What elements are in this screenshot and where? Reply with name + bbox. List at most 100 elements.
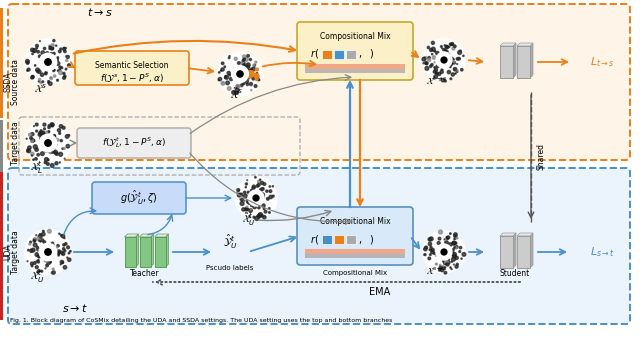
Circle shape	[251, 209, 252, 210]
Circle shape	[449, 46, 450, 48]
Circle shape	[234, 69, 237, 73]
Circle shape	[48, 126, 51, 129]
Circle shape	[247, 69, 250, 72]
Circle shape	[44, 128, 45, 130]
Circle shape	[254, 64, 255, 66]
FancyBboxPatch shape	[305, 64, 405, 69]
Circle shape	[461, 68, 463, 71]
Circle shape	[47, 261, 51, 265]
Circle shape	[48, 82, 49, 83]
Circle shape	[58, 70, 59, 71]
Polygon shape	[154, 234, 168, 237]
Circle shape	[253, 64, 255, 66]
Circle shape	[257, 215, 260, 218]
Circle shape	[429, 48, 433, 52]
Circle shape	[37, 70, 41, 73]
Circle shape	[36, 130, 38, 132]
Circle shape	[60, 124, 63, 128]
Circle shape	[27, 149, 31, 153]
Text: $L_{t \rightarrow s}$: $L_{t \rightarrow s}$	[590, 55, 614, 69]
Circle shape	[454, 247, 455, 248]
Circle shape	[38, 254, 41, 257]
Circle shape	[428, 56, 430, 59]
Circle shape	[37, 249, 39, 251]
Circle shape	[47, 67, 49, 69]
Circle shape	[37, 51, 40, 53]
Circle shape	[257, 202, 259, 203]
Circle shape	[241, 69, 244, 72]
Circle shape	[434, 50, 436, 52]
Circle shape	[243, 55, 246, 58]
Circle shape	[446, 236, 448, 238]
Circle shape	[252, 187, 255, 190]
Circle shape	[221, 62, 224, 65]
Circle shape	[257, 201, 259, 203]
Circle shape	[35, 148, 38, 151]
Circle shape	[47, 62, 51, 65]
Circle shape	[442, 247, 444, 249]
Circle shape	[45, 149, 47, 152]
Circle shape	[232, 66, 248, 82]
Circle shape	[51, 146, 54, 150]
Circle shape	[269, 186, 271, 187]
Circle shape	[63, 266, 67, 269]
FancyBboxPatch shape	[321, 50, 332, 58]
Circle shape	[241, 76, 244, 79]
Circle shape	[51, 151, 53, 153]
Circle shape	[36, 68, 40, 72]
Circle shape	[31, 152, 34, 155]
Circle shape	[41, 239, 44, 241]
Circle shape	[218, 78, 221, 81]
Circle shape	[44, 64, 47, 67]
Circle shape	[445, 53, 448, 55]
Circle shape	[450, 78, 452, 80]
Bar	[0, 8, 3, 118]
Circle shape	[258, 207, 260, 209]
Circle shape	[46, 60, 48, 62]
Circle shape	[260, 214, 262, 217]
Circle shape	[41, 254, 44, 257]
Circle shape	[54, 143, 57, 146]
Circle shape	[455, 247, 457, 249]
Circle shape	[434, 75, 438, 79]
Circle shape	[254, 75, 257, 78]
Circle shape	[64, 75, 66, 78]
Circle shape	[445, 243, 446, 244]
Circle shape	[250, 58, 252, 61]
Circle shape	[237, 189, 239, 191]
Circle shape	[248, 190, 264, 206]
Circle shape	[51, 244, 54, 248]
Text: $\mathcal{X}_L^t$: $\mathcal{X}_L^t$	[30, 159, 43, 176]
Text: $L_{s \rightarrow t}$: $L_{s \rightarrow t}$	[590, 245, 615, 259]
Circle shape	[453, 62, 454, 63]
Circle shape	[49, 48, 50, 49]
Circle shape	[45, 52, 49, 55]
Circle shape	[244, 79, 248, 83]
Circle shape	[60, 264, 61, 265]
Circle shape	[232, 90, 236, 94]
Circle shape	[440, 55, 442, 56]
Circle shape	[234, 68, 237, 71]
Circle shape	[45, 72, 47, 75]
Circle shape	[39, 134, 57, 152]
Circle shape	[47, 150, 51, 153]
Circle shape	[38, 259, 39, 261]
Circle shape	[440, 46, 442, 47]
Circle shape	[54, 69, 55, 71]
Circle shape	[46, 59, 49, 62]
Circle shape	[32, 53, 33, 55]
Text: $s \rightarrow t$: $s \rightarrow t$	[62, 302, 88, 314]
Circle shape	[250, 71, 252, 73]
Circle shape	[29, 137, 33, 139]
Circle shape	[431, 53, 433, 55]
Circle shape	[61, 262, 63, 264]
Text: Shared: Shared	[537, 143, 546, 170]
Circle shape	[241, 68, 243, 70]
FancyBboxPatch shape	[154, 237, 166, 267]
Circle shape	[42, 230, 44, 232]
FancyBboxPatch shape	[305, 69, 405, 73]
Circle shape	[242, 59, 244, 61]
Circle shape	[63, 72, 65, 74]
Circle shape	[41, 132, 44, 136]
Circle shape	[255, 74, 259, 77]
